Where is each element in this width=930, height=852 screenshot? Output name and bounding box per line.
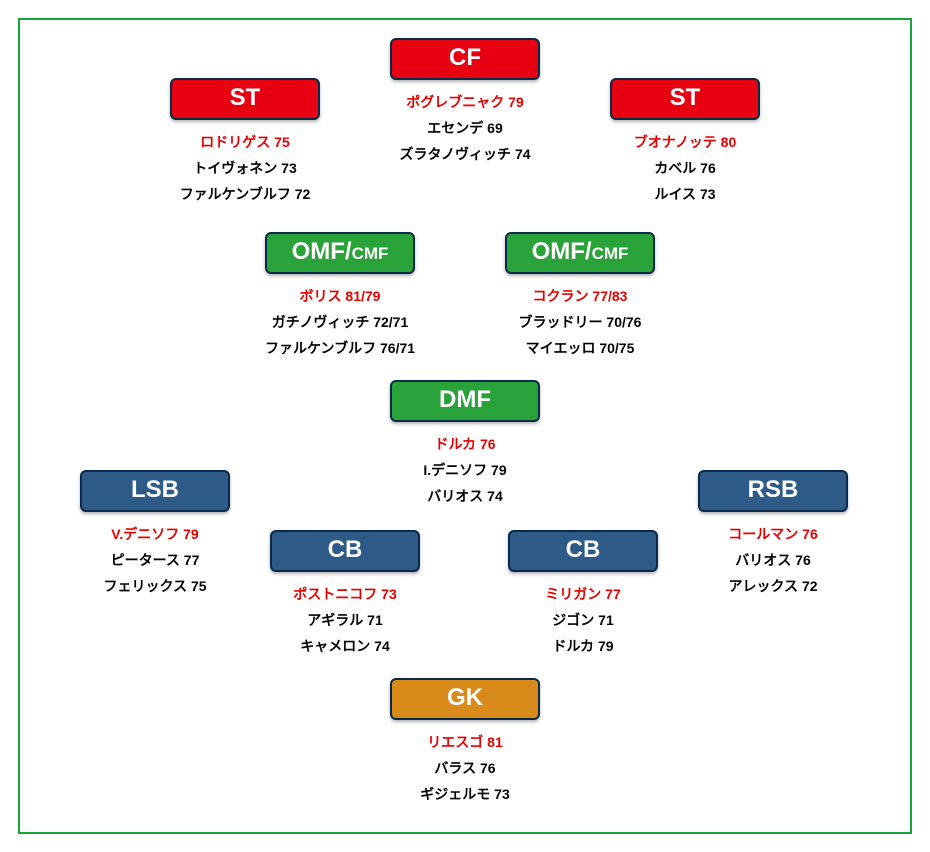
badge-main: RSB bbox=[748, 476, 799, 503]
badge-st-left: ST bbox=[170, 78, 320, 120]
badge-main: OMF/ bbox=[292, 238, 352, 265]
player-2: ズラタノヴィッチ 74 bbox=[360, 144, 570, 164]
badge-cb-left: CB bbox=[270, 530, 420, 572]
starter: コールマン 76 bbox=[668, 524, 878, 544]
badge-sub: CMF bbox=[592, 244, 629, 263]
badge-omf-left: OMF/CMF bbox=[265, 232, 415, 274]
badge-cb-right: CB bbox=[508, 530, 658, 572]
player-2: フェリックス 75 bbox=[50, 576, 260, 596]
badge-main: ST bbox=[670, 84, 701, 111]
player-1: トイヴォネン 73 bbox=[140, 158, 350, 178]
badge-gk: GK bbox=[390, 678, 540, 720]
badge-main: CF bbox=[449, 44, 481, 71]
player-2: ファルケンブルフ 76/71 bbox=[235, 338, 445, 358]
position-cb-left: CB ポストニコフ 73 アギラル 71 キャメロン 74 bbox=[240, 530, 450, 656]
badge-dmf: DMF bbox=[390, 380, 540, 422]
badge-rsb: RSB bbox=[698, 470, 848, 512]
position-lsb: LSB V.デニソフ 79 ピータース 77 フェリックス 75 bbox=[50, 470, 260, 596]
player-2: ギジェルモ 73 bbox=[360, 784, 570, 804]
badge-main: CB bbox=[566, 536, 601, 563]
player-1: エセンデ 69 bbox=[360, 118, 570, 138]
starter: ポグレブニャク 79 bbox=[360, 92, 570, 112]
position-st-right: ST ブオナノッテ 80 カベル 76 ルイス 73 bbox=[580, 78, 790, 204]
starter: ボリス 81/79 bbox=[235, 286, 445, 306]
badge-main: GK bbox=[447, 684, 483, 711]
position-rsb: RSB コールマン 76 バリオス 76 アレックス 72 bbox=[668, 470, 878, 596]
position-cb-right: CB ミリガン 77 ジゴン 71 ドルカ 79 bbox=[478, 530, 688, 656]
starter: ブオナノッテ 80 bbox=[580, 132, 790, 152]
player-1: ガチノヴィッチ 72/71 bbox=[235, 312, 445, 332]
player-1: バラス 76 bbox=[360, 758, 570, 778]
badge-lsb: LSB bbox=[80, 470, 230, 512]
starter: リエスゴ 81 bbox=[360, 732, 570, 752]
badge-st-right: ST bbox=[610, 78, 760, 120]
position-gk: GK リエスゴ 81 バラス 76 ギジェルモ 73 bbox=[360, 678, 570, 804]
player-1: ピータース 77 bbox=[50, 550, 260, 570]
badge-main: CB bbox=[328, 536, 363, 563]
starter: コクラン 77/83 bbox=[475, 286, 685, 306]
player-2: ドルカ 79 bbox=[478, 636, 688, 656]
player-2: ルイス 73 bbox=[580, 184, 790, 204]
player-1: ブラッドリー 70/76 bbox=[475, 312, 685, 332]
player-2: マイエッロ 70/75 bbox=[475, 338, 685, 358]
player-2: バリオス 74 bbox=[360, 486, 570, 506]
player-2: キャメロン 74 bbox=[240, 636, 450, 656]
starter: V.デニソフ 79 bbox=[50, 524, 260, 544]
player-1: アギラル 71 bbox=[240, 610, 450, 630]
starter: ミリガン 77 bbox=[478, 584, 688, 604]
player-2: アレックス 72 bbox=[668, 576, 878, 596]
starter: ロドリゲス 75 bbox=[140, 132, 350, 152]
position-omf-left: OMF/CMF ボリス 81/79 ガチノヴィッチ 72/71 ファルケンブルフ… bbox=[235, 232, 445, 358]
badge-main: DMF bbox=[439, 386, 491, 413]
starter: ポストニコフ 73 bbox=[240, 584, 450, 604]
badge-omf-right: OMF/CMF bbox=[505, 232, 655, 274]
player-1: I.デニソフ 79 bbox=[360, 460, 570, 480]
starter: ドルカ 76 bbox=[360, 434, 570, 454]
player-1: ジゴン 71 bbox=[478, 610, 688, 630]
position-cf: CF ポグレブニャク 79 エセンデ 69 ズラタノヴィッチ 74 bbox=[360, 38, 570, 164]
badge-main: LSB bbox=[131, 476, 179, 503]
player-1: カベル 76 bbox=[580, 158, 790, 178]
player-1: バリオス 76 bbox=[668, 550, 878, 570]
badge-main: OMF/ bbox=[532, 238, 592, 265]
badge-main: ST bbox=[230, 84, 261, 111]
player-2: ファルケンブルフ 72 bbox=[140, 184, 350, 204]
badge-sub: CMF bbox=[352, 244, 389, 263]
badge-cf: CF bbox=[390, 38, 540, 80]
position-omf-right: OMF/CMF コクラン 77/83 ブラッドリー 70/76 マイエッロ 70… bbox=[475, 232, 685, 358]
position-dmf: DMF ドルカ 76 I.デニソフ 79 バリオス 74 bbox=[360, 380, 570, 506]
position-st-left: ST ロドリゲス 75 トイヴォネン 73 ファルケンブルフ 72 bbox=[140, 78, 350, 204]
